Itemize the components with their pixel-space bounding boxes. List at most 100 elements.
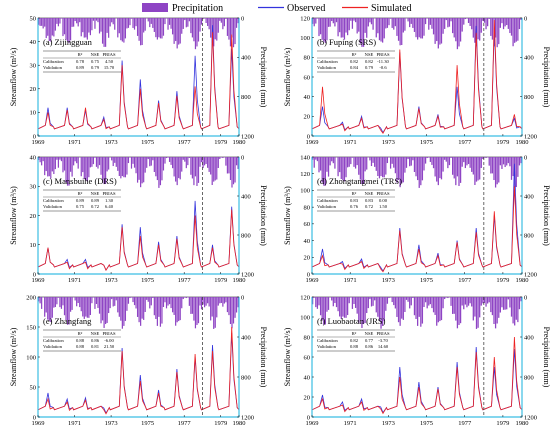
precip-bar [463,297,465,310]
precip-bar [327,157,330,177]
precip-bar [38,18,40,25]
precip-bar [65,157,67,183]
precip-bar [237,297,239,308]
precip-bar [115,157,117,167]
precip-bar [118,157,120,177]
precip-bar [326,297,328,312]
precip-bar [182,297,184,300]
precip-bar [205,157,207,164]
precip-bar [173,157,175,177]
precip-bar [440,297,443,321]
precip-bar [370,297,373,307]
x-tick-label: 1980 [516,277,529,284]
precip-bar [217,157,219,168]
precip-bar [442,18,444,34]
precipitation-bars [312,18,522,50]
precip-bar [172,157,174,169]
precip-bar [514,18,516,43]
precip-bar [331,18,333,22]
precip-bar [153,18,155,32]
precip-bar [149,18,151,28]
precip-bar [506,18,508,26]
precip-bar [127,297,130,304]
precip-bar [45,157,47,172]
precip-bar [383,18,385,39]
precip-bar [504,297,506,310]
y2-tick-label: 1200 [524,414,537,421]
x-tick-label: 1969 [306,277,319,284]
precip-bar [331,157,333,162]
precip-bar [173,18,175,44]
precip-bar [445,297,447,298]
stats-cell: 4.50 [105,59,114,64]
x-tick-label: 1980 [516,420,529,427]
precip-bar [469,297,471,304]
y2-tick-label: 400 [241,193,251,200]
y-tick-label: 60 [304,354,311,361]
precip-bar [429,157,431,162]
precip-bar [366,157,368,170]
precip-bar [498,18,500,45]
precip-bar [517,18,519,41]
x-tick-label: 1973 [105,420,118,427]
precip-bar [184,157,186,162]
precip-bar [509,297,511,308]
y-axis-label: Streamflow (m³/s) [9,47,18,106]
precip-bar [428,157,430,158]
precip-bar [144,157,146,173]
precip-bar [397,157,400,180]
stats-cell: 0.75 [76,204,85,209]
y-tick-label: 0 [33,414,36,421]
x-tick-label: 1975 [420,139,433,146]
precip-bar [518,297,521,310]
precip-bar [146,157,148,168]
precip-bar [135,18,137,27]
stats-cell: -0.6 [379,65,387,70]
stats-header-cell: R² [78,191,83,196]
precip-bar [207,18,209,26]
precip-bar [143,297,145,320]
precip-bar [455,157,457,186]
precip-bar [410,297,412,306]
y2-tick-label: 1200 [524,133,537,140]
precip-bar [51,157,53,172]
x-tick-label: 1977 [178,277,192,284]
precip-bar [389,297,392,298]
precip-bar [225,157,227,166]
precip-bar [92,18,95,21]
y2-tick-label: 1200 [524,271,537,278]
precip-bar [461,18,463,32]
precip-bar [50,297,52,323]
precip-bar [488,157,490,166]
precip-bar [232,297,235,324]
x-tick-label: 1971 [68,420,81,427]
precip-bar [57,297,60,298]
precip-bar [214,18,216,40]
precip-bar [172,297,174,313]
precip-bar [190,157,192,175]
precip-bar [445,18,447,21]
precip-bar [380,18,382,42]
y-tick-label: 100 [300,314,310,321]
stats-cell: 0.75 [91,59,100,64]
precip-bar [520,157,522,164]
precip-bar [399,18,401,46]
precip-bar [127,157,130,164]
precip-bar [324,157,326,186]
precip-bar [377,297,379,317]
precip-bar [413,297,416,316]
precip-bar [143,18,145,33]
precip-bar [178,18,180,45]
precip-bar [76,18,78,24]
precip-bar [170,18,172,29]
precip-bar [458,157,460,186]
stats-header-cell: PBIAS [376,331,389,336]
precip-bar [59,157,61,160]
precip-bar [362,18,365,47]
precip-bar [372,157,374,163]
y2-tick-label: 0 [241,154,244,161]
precip-bar [48,18,50,41]
precip-bar [362,297,365,325]
precip-bar [351,157,354,158]
